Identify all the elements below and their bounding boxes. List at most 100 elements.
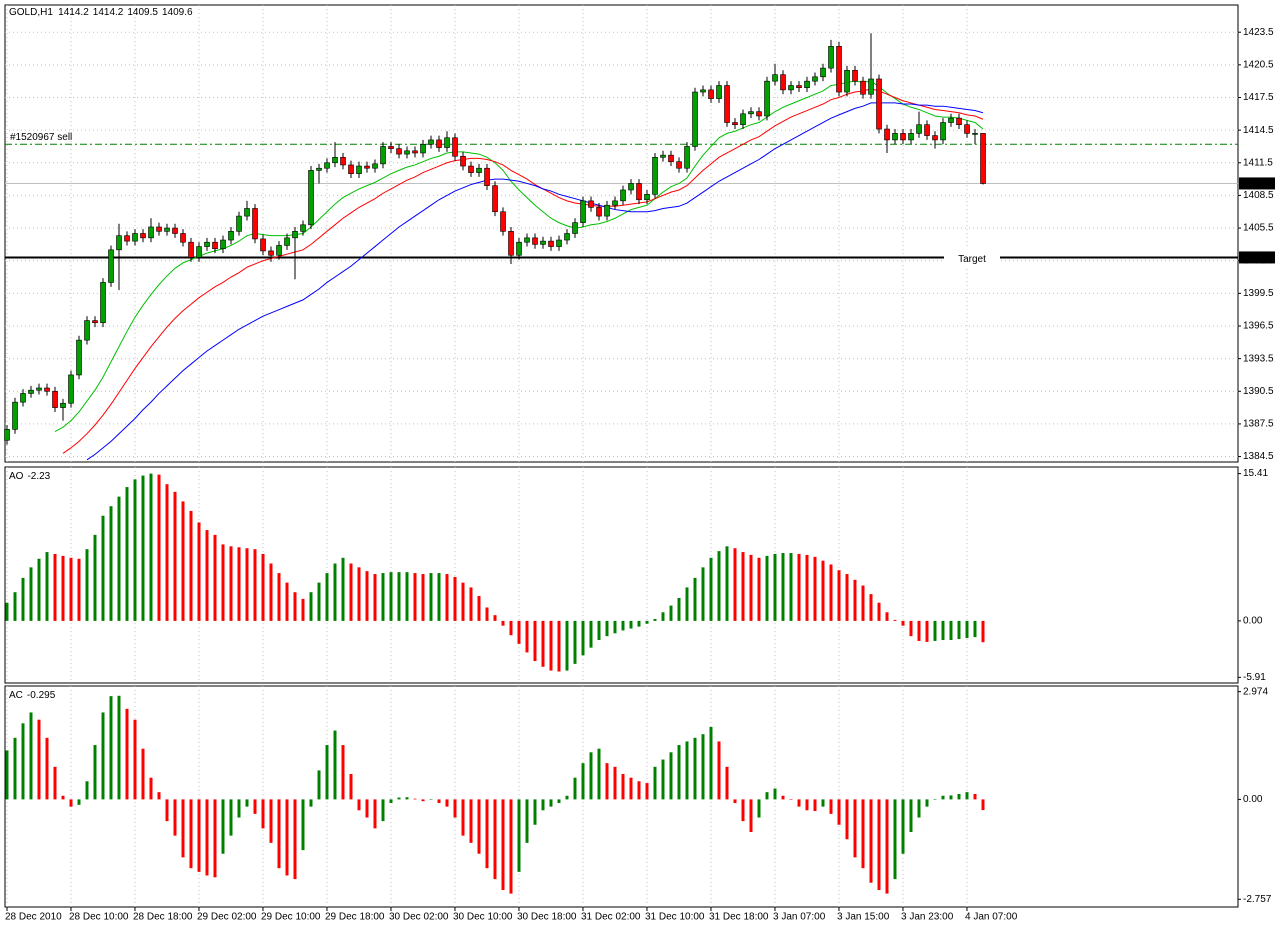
- x-tick-label: 30 Dec 02:00: [389, 912, 449, 923]
- histogram-bar: [645, 620, 649, 624]
- histogram-bar: [541, 799, 545, 811]
- histogram-bar: [653, 618, 657, 621]
- candle-body: [684, 146, 690, 169]
- histogram-bar: [461, 582, 465, 621]
- candle-body: [228, 231, 234, 241]
- histogram-bar: [613, 766, 617, 800]
- candle-body: [884, 128, 890, 141]
- histogram-bar: [469, 587, 473, 621]
- histogram-bar: [461, 799, 465, 836]
- histogram-bar: [93, 534, 97, 621]
- histogram-bar: [757, 557, 761, 621]
- histogram-bar: [669, 752, 673, 800]
- y-tick-label: 1417.5: [1243, 92, 1274, 103]
- histogram-bar: [845, 574, 849, 621]
- candle-body: [348, 164, 354, 174]
- histogram-bar: [877, 602, 881, 621]
- histogram-bar: [109, 696, 113, 800]
- indicator-header: AC -0.295: [9, 690, 56, 701]
- histogram-bar: [509, 620, 513, 636]
- histogram-bar: [101, 515, 105, 621]
- histogram-bar: [69, 799, 73, 807]
- histogram-bar: [821, 799, 825, 807]
- candle-body: [436, 139, 442, 148]
- moving-average: [62, 88, 984, 454]
- histogram-bar: [245, 799, 249, 807]
- histogram-bar: [445, 799, 449, 807]
- histogram-bar: [861, 799, 865, 869]
- histogram-bar: [829, 799, 833, 814]
- candle-body: [716, 85, 722, 99]
- candle-body: [252, 208, 258, 240]
- header-open: 1414.2: [58, 7, 89, 18]
- y-tick-label: 1414.5: [1243, 125, 1274, 136]
- histogram-bar: [797, 553, 801, 621]
- histogram-bar: [29, 567, 33, 621]
- candle-body: [780, 74, 786, 91]
- histogram-bar: [229, 799, 233, 836]
- x-tick-label: 3 Jan 23:00: [901, 912, 954, 923]
- y-tick-label: 1423.5: [1243, 27, 1274, 38]
- candle-body: [628, 183, 634, 191]
- candle-body: [396, 148, 402, 155]
- x-tick-label: 29 Dec 02:00: [197, 912, 257, 923]
- histogram-bar: [941, 795, 945, 800]
- candle-body: [836, 46, 842, 93]
- histogram-bar: [253, 549, 257, 621]
- histogram-bar: [413, 573, 417, 621]
- candle-body: [44, 387, 50, 392]
- candle-body: [412, 150, 418, 154]
- histogram-bar: [597, 748, 601, 800]
- histogram-bar: [517, 799, 521, 872]
- x-tick-label: 29 Dec 18:00: [325, 912, 385, 923]
- histogram-bar: [341, 745, 345, 800]
- histogram-bar: [277, 799, 281, 869]
- histogram-bar: [325, 745, 329, 800]
- histogram-bar: [957, 793, 961, 800]
- histogram-bar: [789, 799, 793, 800]
- histogram-bar: [837, 799, 841, 825]
- candle-body: [652, 157, 658, 195]
- candle-body: [84, 320, 90, 341]
- x-tick-label: 28 Dec 2010: [5, 912, 62, 923]
- histogram-bar: [733, 799, 737, 804]
- histogram-bar: [981, 799, 985, 811]
- histogram-bar: [933, 799, 937, 800]
- y-tick-label: 0.00: [1243, 616, 1263, 627]
- candle-body: [68, 374, 74, 404]
- histogram-bar: [701, 734, 705, 800]
- candle-body: [484, 167, 490, 186]
- candle-body: [460, 155, 466, 167]
- histogram-bar: [149, 777, 153, 800]
- candle-body: [852, 69, 858, 82]
- candle-body: [420, 143, 426, 154]
- histogram-bar: [101, 712, 105, 800]
- histogram-bar: [357, 567, 361, 621]
- candle-body: [316, 167, 322, 171]
- candle-body: [660, 154, 666, 158]
- candle-body: [868, 78, 874, 95]
- histogram-bar: [53, 553, 57, 621]
- histogram-bar: [13, 592, 17, 621]
- y-tick-label: 1399.5: [1243, 288, 1274, 299]
- candle-body: [588, 200, 594, 208]
- histogram-bar: [501, 799, 505, 890]
- candle-body: [548, 240, 554, 247]
- histogram-bar: [917, 799, 921, 818]
- indicator-value: -0.295: [27, 690, 56, 701]
- y-tick-label: 15.41: [1243, 468, 1268, 479]
- histogram-bar: [765, 555, 769, 621]
- histogram-bar: [565, 795, 569, 800]
- histogram-bar: [709, 557, 713, 621]
- histogram-bar: [197, 799, 201, 872]
- histogram-bar: [405, 797, 409, 800]
- candle-body: [12, 401, 18, 430]
- candle-body: [924, 124, 930, 136]
- candle-body: [100, 282, 106, 324]
- histogram-bar: [253, 799, 257, 814]
- histogram-bar: [189, 799, 193, 869]
- histogram-bar: [845, 799, 849, 840]
- histogram-bar: [885, 799, 889, 894]
- candle-body: [220, 239, 226, 250]
- candle-body: [740, 113, 746, 125]
